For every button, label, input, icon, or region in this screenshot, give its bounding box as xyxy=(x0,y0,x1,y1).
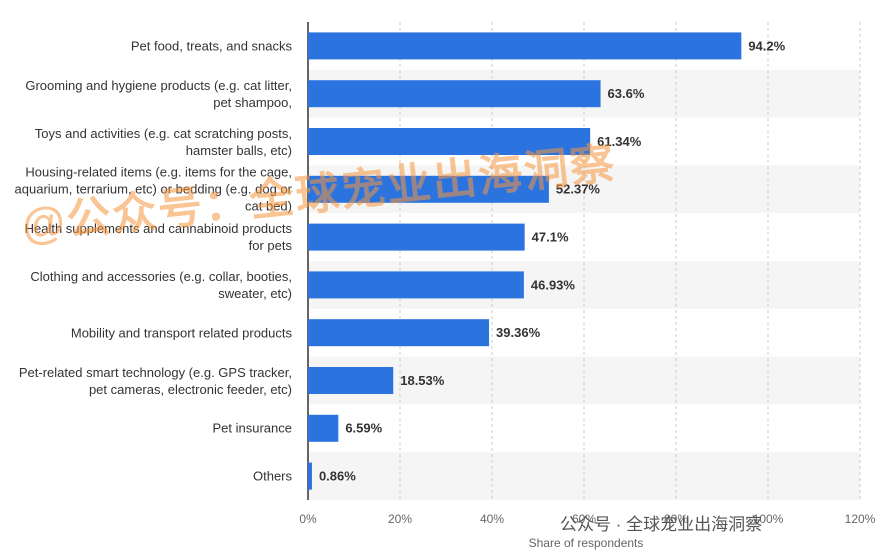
category-label: Others xyxy=(252,468,292,484)
value-label: 47.1% xyxy=(532,230,569,245)
x-tick-label: 120% xyxy=(845,512,876,526)
bar xyxy=(308,319,490,347)
value-label: 46.93% xyxy=(531,277,576,292)
category-label: Toys and activities (e.g. cat scratching… xyxy=(34,125,292,158)
bar xyxy=(308,80,601,108)
x-tick-label: 20% xyxy=(388,512,412,526)
bar xyxy=(308,271,524,299)
watermark: 公众号 · 全球宠业出海洞察 xyxy=(560,515,763,534)
bar xyxy=(308,414,339,442)
category-label: Mobility and transport related products xyxy=(70,325,292,341)
category-label: Grooming and hygiene products (e.g. cat … xyxy=(25,77,292,110)
category-label: Pet insurance xyxy=(212,420,293,436)
x-tick-label: 60% xyxy=(572,512,596,526)
value-label: 94.2% xyxy=(748,38,785,53)
bar xyxy=(308,462,312,490)
x-tick-label: 40% xyxy=(480,512,504,526)
bar xyxy=(308,175,549,203)
x-tick-label: 100% xyxy=(753,512,784,526)
x-tick-label: 80% xyxy=(664,512,688,526)
bar xyxy=(308,32,742,60)
value-label: 61.34% xyxy=(597,134,642,149)
value-label: 39.36% xyxy=(496,325,541,340)
x-axis-title: Share of respondents xyxy=(529,536,644,550)
value-label: 18.53% xyxy=(400,373,445,388)
value-label: 6.59% xyxy=(345,421,382,436)
category-label: Pet food, treats, and snacks xyxy=(130,38,292,54)
category-label: Pet-related smart technology (e.g. GPS t… xyxy=(18,364,292,397)
bar xyxy=(308,367,394,394)
bar xyxy=(308,128,591,155)
x-tick-label: 0% xyxy=(299,512,317,526)
value-label: 0.86% xyxy=(319,469,356,484)
category-label: Health supplements and cannabinoid produ… xyxy=(24,221,292,254)
category-label: Housing-related items (e.g. items for th… xyxy=(14,164,292,214)
value-label: 63.6% xyxy=(608,86,645,101)
bar xyxy=(308,223,525,251)
category-label: Clothing and accessories (e.g. collar, b… xyxy=(30,268,292,301)
value-label: 52.37% xyxy=(556,182,601,197)
